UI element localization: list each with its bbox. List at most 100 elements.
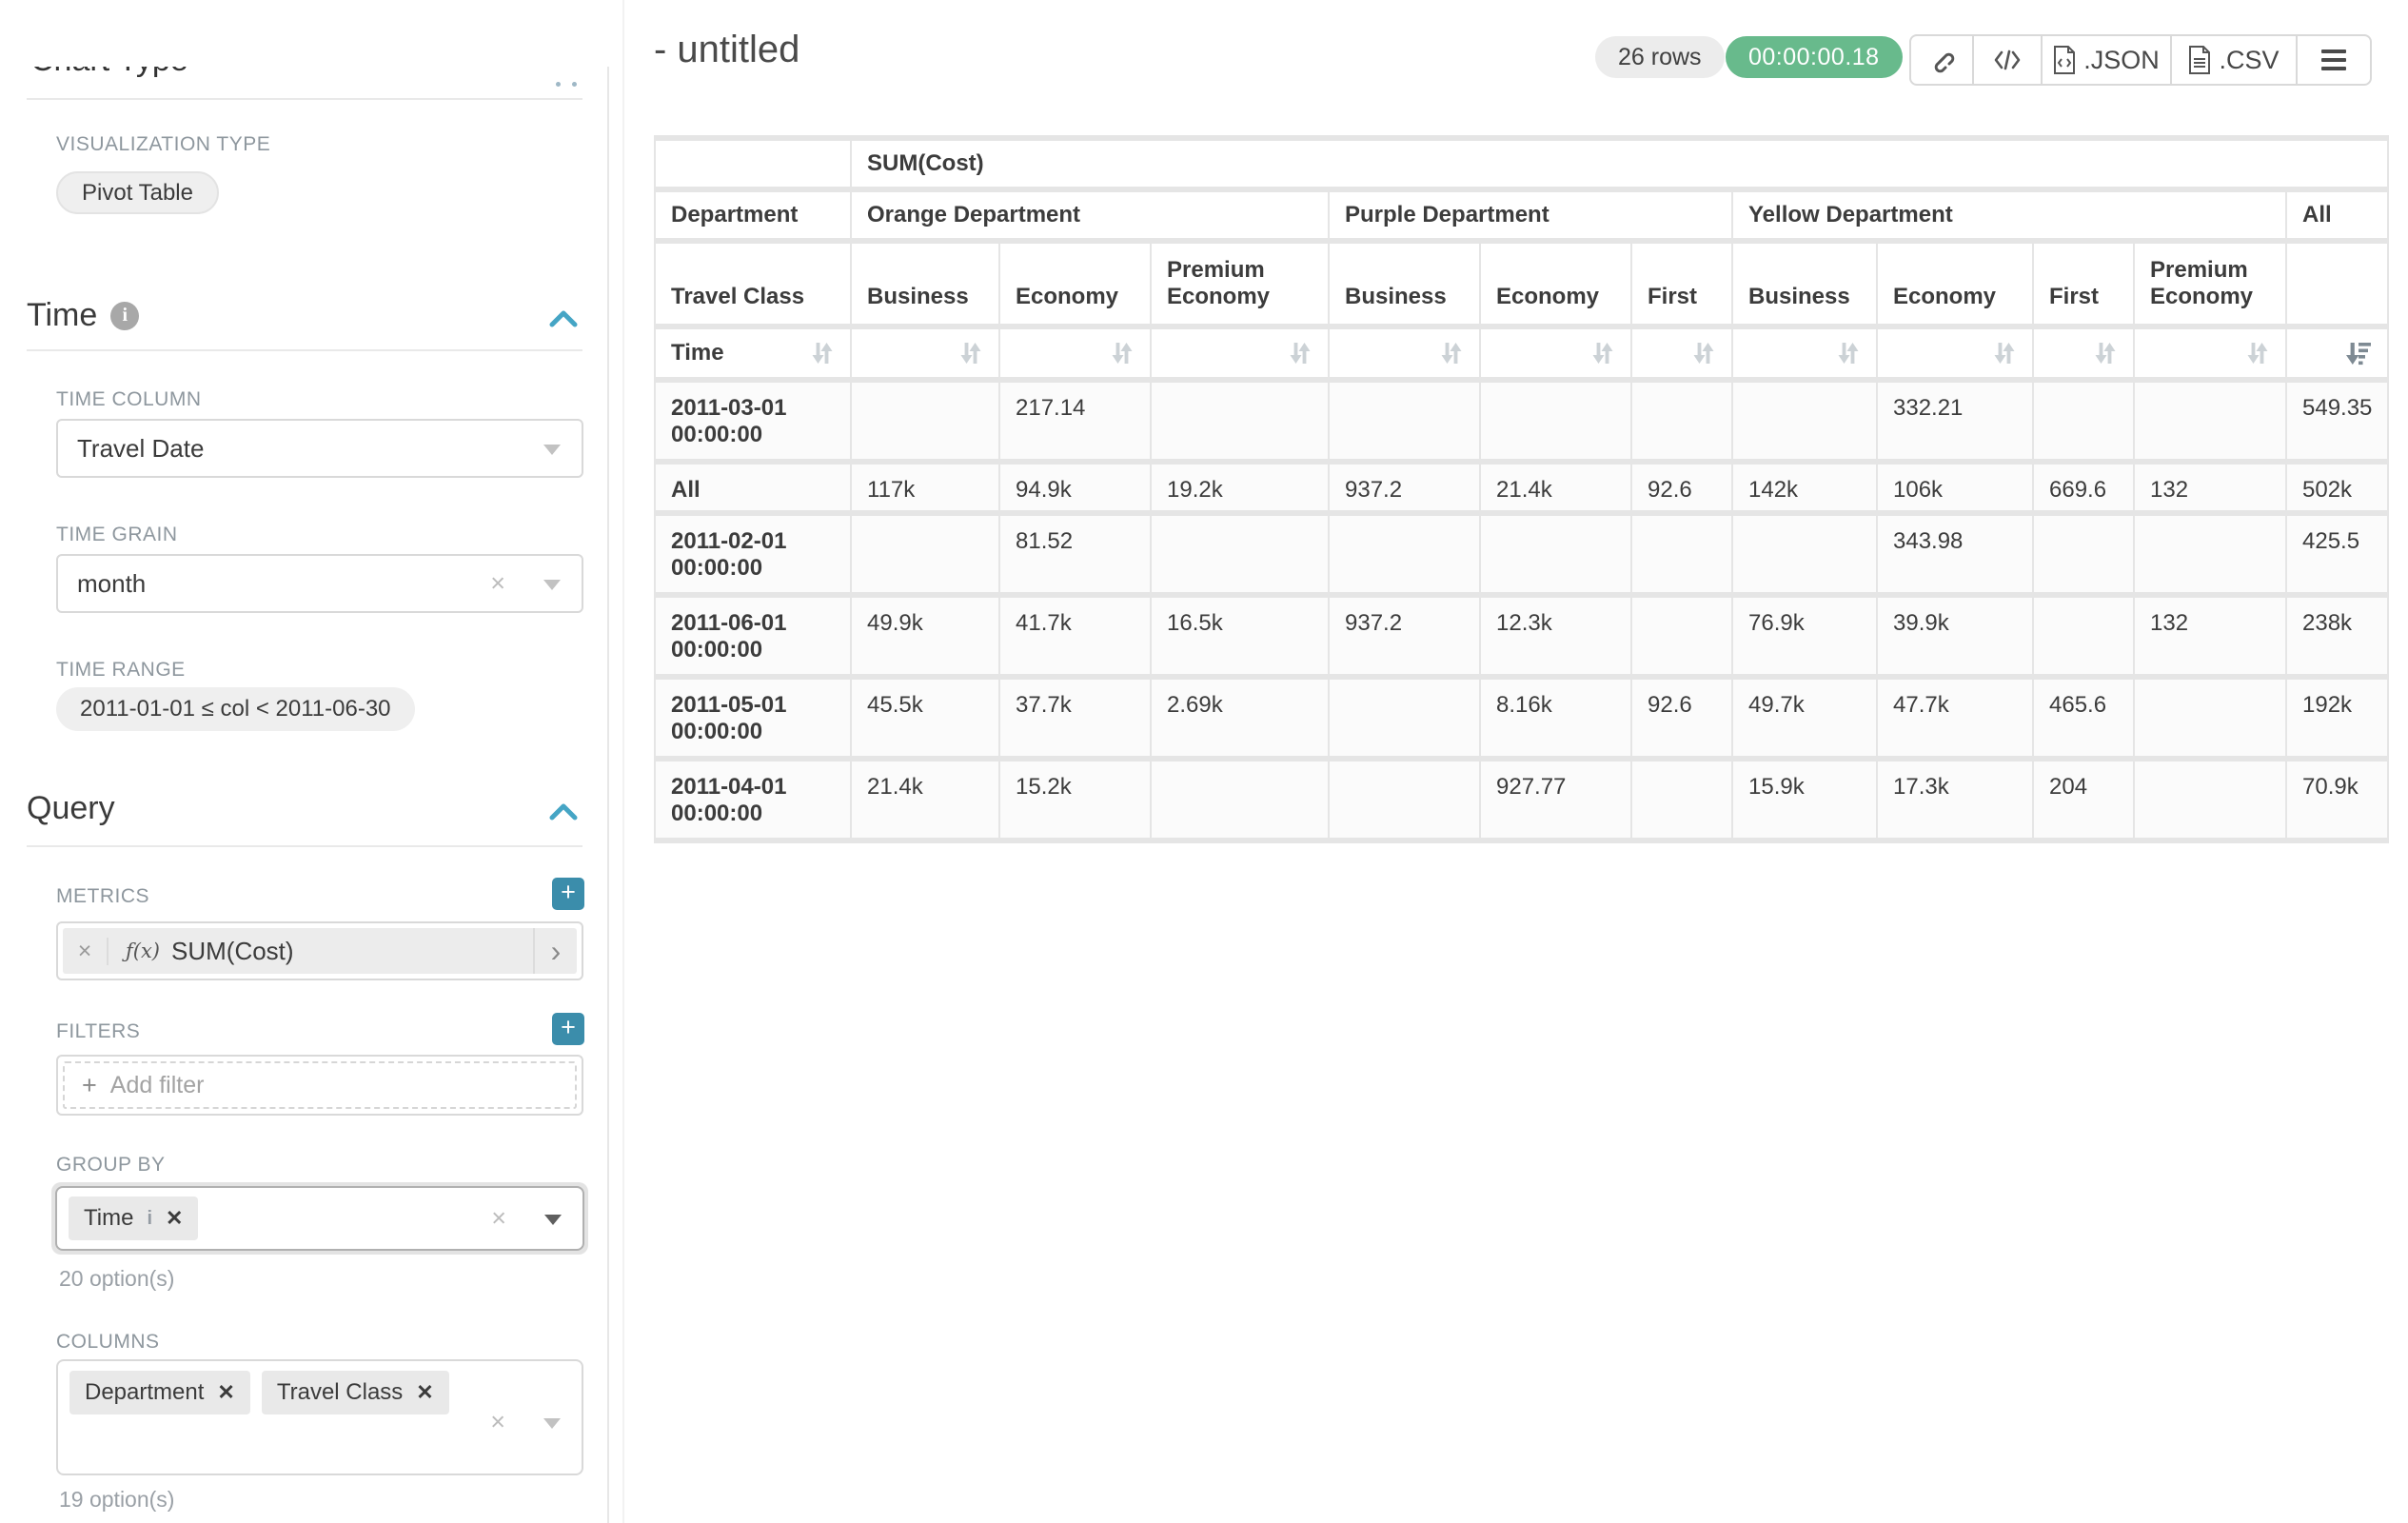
pivot-cell: 15.2k	[1000, 762, 1150, 838]
export-csv-button[interactable]: .CSV	[2170, 36, 2296, 84]
time-column-value: Travel Date	[77, 433, 205, 463]
group-by-chips: Time i ✕	[69, 1197, 209, 1240]
clear-icon[interactable]: ×	[491, 1203, 506, 1233]
sort-header-cell	[1632, 329, 1731, 377]
sort-header-cell	[1733, 329, 1876, 377]
pivot-cell	[1330, 680, 1479, 756]
add-metric-button[interactable]: +	[552, 878, 584, 910]
clear-icon[interactable]: ×	[490, 1407, 505, 1436]
columns-chip-label: Department	[85, 1379, 205, 1405]
sort-icon[interactable]	[1590, 340, 1615, 366]
sort-icon[interactable]	[1836, 340, 1861, 366]
sort-icon[interactable]	[2245, 340, 2270, 366]
pivot-cell	[2135, 762, 2285, 838]
sort-header-cell	[1152, 329, 1328, 377]
pivot-cell: 117k	[852, 465, 998, 510]
sort-icon[interactable]	[2093, 340, 2118, 366]
pivot-cell: 2.69k	[1152, 680, 1328, 756]
panel-resize-dots[interactable]	[556, 82, 577, 87]
pivot-cell: 142k	[1733, 465, 1876, 510]
chevron-up-icon[interactable]	[549, 309, 578, 328]
pivot-cell	[1152, 516, 1328, 592]
pivot-cell: 669.6	[2034, 465, 2133, 510]
sort-icon[interactable]	[1110, 340, 1135, 366]
plus-icon: +	[82, 1070, 97, 1099]
pivot-cell: 106k	[1878, 465, 2032, 510]
time-column-select[interactable]: Travel Date	[56, 419, 583, 478]
viz-type-chip[interactable]: Pivot Table	[56, 171, 219, 214]
columns-chip[interactable]: Department ✕	[69, 1371, 250, 1414]
export-json-button[interactable]: .JSON	[2041, 36, 2170, 84]
info-icon[interactable]: i	[110, 301, 140, 330]
sort-icon[interactable]	[1691, 340, 1716, 366]
chart-header: - untitled 26 rows 00:00:00.18	[654, 0, 2408, 135]
pivot-cell: 92.6	[1632, 465, 1731, 510]
pivot-cell	[1330, 762, 1479, 838]
pivot-cell	[1632, 598, 1731, 674]
pivot-cell	[1152, 383, 1328, 459]
remove-chip-icon[interactable]: ✕	[166, 1206, 184, 1230]
row-header: 2011-04-01 00:00:00	[656, 762, 850, 838]
group-by-chip[interactable]: Time i ✕	[69, 1197, 199, 1240]
filters-box: + Add filter	[56, 1055, 583, 1116]
link-icon	[1934, 52, 1955, 73]
column-header: First	[1632, 244, 1731, 324]
sort-header-cell	[2034, 329, 2133, 377]
sort-header-cell	[852, 329, 998, 377]
sort-icon[interactable]	[958, 340, 983, 366]
more-menu-button[interactable]	[2296, 36, 2370, 84]
columns-chips: Department ✕ Travel Class ✕	[69, 1371, 461, 1414]
column-header: Business	[852, 244, 998, 324]
sort-icon[interactable]	[810, 340, 835, 366]
code-icon	[1994, 49, 2021, 70]
sort-header-cell	[2287, 329, 2388, 377]
pivot-cell: 92.6	[1632, 680, 1731, 756]
pivot-cell	[1632, 383, 1731, 459]
chevron-up-icon[interactable]	[549, 802, 578, 821]
column-header: Business	[1330, 244, 1479, 324]
sort-header-cell	[1000, 329, 1150, 377]
sort-icon[interactable]	[1288, 340, 1313, 366]
share-link-button[interactable]	[1911, 36, 1972, 84]
column-header: Economy	[1878, 244, 2032, 324]
sort-icon[interactable]	[1992, 340, 2017, 366]
chevron-right-icon[interactable]: ›	[533, 928, 577, 974]
info-icon: i	[147, 1207, 153, 1229]
pivot-cell: 49.7k	[1733, 680, 1876, 756]
metric-chip[interactable]: × ƒ(x) SUM(Cost) ›	[63, 928, 577, 974]
pivot-cell	[1632, 762, 1731, 838]
remove-chip-icon[interactable]: ✕	[217, 1380, 235, 1404]
time-grain-select[interactable]: month ×	[56, 554, 583, 613]
clear-icon[interactable]: ×	[490, 568, 505, 598]
sort-desc-active-icon[interactable]	[2345, 340, 2372, 366]
time-range-chip[interactable]: 2011-01-01 ≤ col < 2011-06-30	[56, 687, 415, 731]
columns-select[interactable]: Department ✕ Travel Class ✕ ×	[56, 1359, 583, 1475]
json-file-icon	[2054, 46, 2076, 74]
remove-metric-icon[interactable]: ×	[63, 937, 109, 965]
add-filter-button[interactable]: + Add filter	[63, 1061, 577, 1109]
add-filter-plus-button[interactable]: +	[552, 1013, 584, 1045]
chevron-down-icon	[543, 445, 561, 455]
sort-header-cell	[2135, 329, 2285, 377]
time-section-title: Time	[27, 297, 98, 333]
panel-gutter[interactable]	[609, 0, 624, 1523]
group-by-select[interactable]: Time i ✕ ×	[55, 1186, 584, 1251]
control-panel: Chart Type RUN SAVE VISUALIZATION TYPE P…	[0, 0, 609, 1523]
time-range-label: TIME RANGE	[56, 659, 186, 681]
time-grain-value: month	[77, 568, 147, 598]
remove-chip-icon[interactable]: ✕	[416, 1380, 434, 1404]
travel-class-axis-label: Travel Class	[656, 244, 850, 324]
pivot-cell	[1152, 762, 1328, 838]
top-button-bar	[0, 0, 609, 67]
sort-icon[interactable]	[1439, 340, 1464, 366]
group-by-chip-label: Time	[84, 1205, 134, 1231]
pivot-cell	[1481, 516, 1630, 592]
column-header: Business	[1733, 244, 1876, 324]
chart-area: - untitled 26 rows 00:00:00.18	[624, 0, 2408, 1523]
pivot-cell: 39.9k	[1878, 598, 2032, 674]
columns-label: COLUMNS	[56, 1331, 160, 1353]
columns-chip[interactable]: Travel Class ✕	[261, 1371, 449, 1414]
view-query-button[interactable]	[1972, 36, 2041, 84]
column-header	[2287, 244, 2388, 324]
pivot-cell: 425.5	[2287, 516, 2388, 592]
